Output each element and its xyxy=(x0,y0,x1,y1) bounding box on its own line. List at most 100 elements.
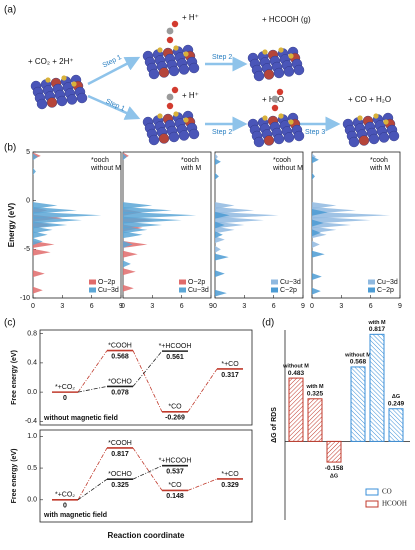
state-label: *OCHO xyxy=(108,471,132,478)
atom xyxy=(183,117,189,123)
dos-peak xyxy=(215,231,223,239)
category-label: without M xyxy=(344,352,371,358)
legend-label: Cu−3d xyxy=(98,287,119,294)
atom xyxy=(71,81,77,87)
dos-peak xyxy=(215,226,235,234)
x-axis-label: Reaction coordinate xyxy=(108,531,185,540)
atom xyxy=(293,130,305,142)
atom xyxy=(148,134,160,146)
y-tick-label: -5 xyxy=(24,246,30,253)
connector xyxy=(77,386,108,393)
legend-label: Cu−3d xyxy=(280,279,301,286)
step-label: Step 2 xyxy=(212,129,232,136)
panel-label: (c) xyxy=(4,318,16,329)
dos-peak xyxy=(215,206,255,214)
state-label: *OCHO xyxy=(108,378,132,385)
dos-peak xyxy=(33,168,36,175)
plot-frame xyxy=(39,329,253,426)
atom xyxy=(173,111,179,117)
dos-peak xyxy=(33,270,45,278)
dos-peak xyxy=(215,211,279,219)
value-label: 0 xyxy=(63,503,67,510)
connector xyxy=(132,465,163,480)
atom xyxy=(262,115,268,121)
dos-peak xyxy=(215,158,221,166)
step-label: Step 1 xyxy=(104,98,125,113)
y-axis-label: Free energy (eV) xyxy=(11,350,18,405)
atom xyxy=(66,94,78,105)
dos-peak xyxy=(123,268,136,276)
atom xyxy=(263,135,275,146)
atom xyxy=(368,133,380,145)
reactant: + CO₂ + 2H⁺ xyxy=(28,57,74,66)
atom xyxy=(148,68,160,80)
dos-peak xyxy=(33,221,68,229)
legend-swatch xyxy=(365,488,379,496)
value-label: 0.325 xyxy=(307,391,324,398)
dos-peak xyxy=(215,172,219,180)
dos-peak xyxy=(215,236,225,244)
atom xyxy=(168,131,180,143)
y-tick-label: 0.0 xyxy=(27,389,37,396)
panel-subtitle: without M xyxy=(272,165,303,172)
catalyst-slab xyxy=(30,74,88,110)
x-tick-label: 0 xyxy=(310,303,314,310)
atom xyxy=(348,136,360,148)
dos-peak xyxy=(33,211,102,219)
atom xyxy=(36,98,48,110)
atom xyxy=(388,130,400,142)
bar xyxy=(350,366,366,442)
atom xyxy=(46,97,58,108)
panel-title: *cooh xyxy=(370,157,388,164)
y-tick-label: 0.5 xyxy=(27,465,37,472)
atom xyxy=(168,65,180,77)
panel-title: with magnetic field xyxy=(43,512,107,519)
dos-peak xyxy=(312,156,319,164)
dos-peak xyxy=(123,284,134,292)
state-label: *+CO xyxy=(221,361,239,368)
x-tick-label: 9 xyxy=(301,303,305,310)
panel-title: *ooch xyxy=(181,157,199,164)
atom xyxy=(278,113,284,119)
dos-peak xyxy=(312,250,325,258)
value-label: 0.537 xyxy=(166,469,184,476)
dos-peak xyxy=(215,216,264,224)
dos-peak xyxy=(33,216,82,224)
catalyst-slab xyxy=(247,88,305,148)
dos-peak xyxy=(215,289,227,297)
atom xyxy=(271,95,279,103)
bar xyxy=(326,440,342,463)
value-label: 0.148 xyxy=(166,493,184,500)
dos-peak xyxy=(123,211,197,219)
panel-label: (a) xyxy=(4,5,16,16)
dos-peak xyxy=(215,245,221,253)
category-label: ΔG xyxy=(392,394,400,400)
y-tick-label: 0.4 xyxy=(27,360,37,367)
y-axis-label: Free energy (eV) xyxy=(11,449,18,504)
dos-peak xyxy=(215,221,245,229)
connector xyxy=(132,350,163,412)
dos-peak xyxy=(312,229,321,237)
panel-title: without magnetic field xyxy=(43,415,118,422)
dos-peak xyxy=(123,231,143,239)
bar xyxy=(369,333,385,442)
dos-peak xyxy=(123,202,153,209)
value-label: 0 xyxy=(63,395,67,402)
dos-peak xyxy=(312,273,322,280)
product: + HCOOH (g) xyxy=(262,15,311,24)
dos-peak xyxy=(312,208,328,216)
atom xyxy=(76,92,88,104)
value-label: -0.158 xyxy=(325,465,344,472)
atom xyxy=(56,95,68,107)
x-tick-label: 9 xyxy=(398,303,402,310)
y-tick-label: 5 xyxy=(26,149,30,156)
x-tick-label: 6 xyxy=(369,303,373,310)
legend-swatch xyxy=(368,287,375,293)
y-tick-label: 0.8 xyxy=(27,330,37,337)
dos-peak xyxy=(33,231,48,239)
atom xyxy=(273,67,285,79)
x-tick-label: 9 xyxy=(119,303,123,310)
legend-label: C−2p xyxy=(280,287,297,294)
bar xyxy=(288,377,304,442)
connector xyxy=(132,350,163,387)
